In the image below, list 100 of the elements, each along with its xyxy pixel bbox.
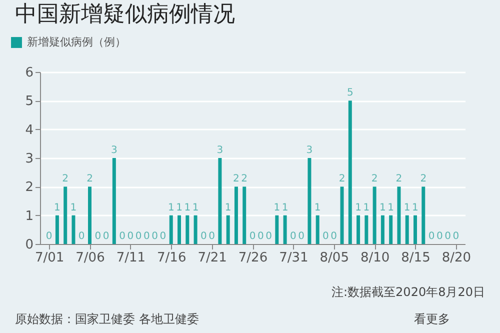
data-label: 1	[412, 202, 418, 214]
bar	[340, 186, 344, 244]
chart-title: 中国新增疑似病例情况	[15, 2, 235, 27]
bar	[308, 158, 312, 244]
x-tick-label: 7/21	[198, 250, 227, 266]
data-label: 0	[436, 231, 443, 242]
data-label: 2	[338, 174, 346, 185]
bar	[194, 215, 198, 244]
bar	[169, 215, 173, 244]
bar	[364, 215, 368, 244]
data-label: 0	[330, 231, 338, 242]
bar	[242, 186, 246, 244]
bar	[316, 215, 320, 244]
bar	[88, 186, 92, 244]
data-label: 2	[371, 174, 378, 185]
data-label: 1	[388, 202, 394, 214]
data-label: 1	[282, 202, 288, 214]
bar	[112, 158, 116, 244]
bar	[226, 215, 230, 244]
data-label: 0	[428, 231, 435, 242]
text: 原始数据：国家卫健委 各地卫健委	[15, 312, 199, 326]
text: 注:数据截至2020年8月20日	[332, 285, 485, 299]
x-tick-label: 7/06	[76, 250, 105, 266]
y-tick-label: 5	[25, 94, 34, 110]
x-tick-label: 8/05	[320, 250, 349, 266]
y-tick-label: 6	[25, 66, 34, 80]
data-label: 1	[70, 202, 77, 214]
bar	[55, 215, 59, 244]
y-tick-label: 2	[25, 180, 34, 196]
data-label: 0	[257, 231, 264, 242]
data-label: 0	[266, 231, 272, 242]
data-label: 2	[62, 174, 69, 185]
data-label: 5	[346, 88, 354, 99]
x-tick-label: 8/20	[442, 250, 472, 266]
data-label: 3	[110, 145, 118, 156]
data-label: 2	[233, 174, 240, 185]
data-label: 2	[396, 174, 402, 185]
bar	[389, 215, 393, 244]
data-label: 0	[208, 231, 215, 242]
bar	[72, 215, 76, 244]
bar	[178, 215, 182, 244]
data-label: 3	[216, 145, 224, 156]
y-tick-label: 4	[25, 122, 34, 138]
bar	[275, 215, 279, 244]
bar	[348, 100, 352, 244]
x-tick-label: 7/11	[116, 250, 146, 266]
data-label: 0	[119, 231, 126, 242]
y-tick-label: 0	[25, 238, 34, 252]
data-label: 0	[152, 231, 158, 242]
data-label: 3	[306, 145, 313, 156]
data-label: 0	[452, 231, 460, 242]
bar	[234, 186, 238, 244]
y-tick-label: 3	[25, 152, 34, 166]
data-label: 1	[224, 202, 232, 214]
bar	[405, 215, 409, 244]
y-tick-label: 1	[25, 208, 34, 224]
data-label: 0	[127, 231, 134, 242]
data-label: 0	[160, 231, 166, 242]
data-label: 0	[200, 231, 207, 242]
x-tick-label: 8/10	[360, 250, 390, 266]
bar	[422, 186, 426, 244]
data-label: 2	[420, 174, 427, 185]
bar	[372, 186, 376, 244]
data-label: 1	[404, 202, 410, 214]
x-tick-label: 7/26	[238, 250, 268, 266]
bar	[218, 158, 222, 244]
bar	[356, 215, 360, 244]
x-tick-label: 8/15	[401, 250, 430, 266]
data-label: 0	[102, 231, 110, 242]
data-label: 0	[144, 231, 150, 242]
data-label: 1	[363, 202, 370, 214]
bar	[186, 215, 190, 244]
data-label: 1	[54, 202, 60, 214]
data-label: 0	[94, 231, 102, 242]
data-label: 1	[274, 202, 280, 214]
data-label: 1	[176, 202, 182, 214]
data-label: 1	[184, 202, 191, 214]
data-label: 2	[86, 174, 93, 185]
data-label: 0	[135, 231, 142, 242]
text: 看更多	[414, 312, 450, 326]
data-label: 1	[380, 202, 386, 214]
data-label: 2	[241, 174, 248, 185]
data-label: 1	[192, 202, 199, 214]
data-label: 0	[322, 231, 329, 242]
data-label: 0	[249, 231, 256, 242]
x-tick-label: 7/31	[279, 250, 308, 266]
data-label: 0	[290, 231, 296, 242]
x-tick-label: 7/16	[157, 250, 186, 266]
bar	[380, 215, 384, 244]
data-label: 0	[444, 231, 451, 242]
bar	[397, 186, 401, 244]
legend-label: 新增疑似病例（例）	[27, 36, 126, 48]
bar	[283, 215, 287, 244]
data-label: 1	[355, 202, 362, 214]
data-label: 1	[168, 202, 174, 214]
data-label: 0	[78, 231, 85, 242]
bar	[413, 215, 417, 244]
x-tick-label: 7/01	[34, 250, 64, 266]
data-label: 1	[314, 202, 321, 214]
bar	[64, 186, 68, 244]
